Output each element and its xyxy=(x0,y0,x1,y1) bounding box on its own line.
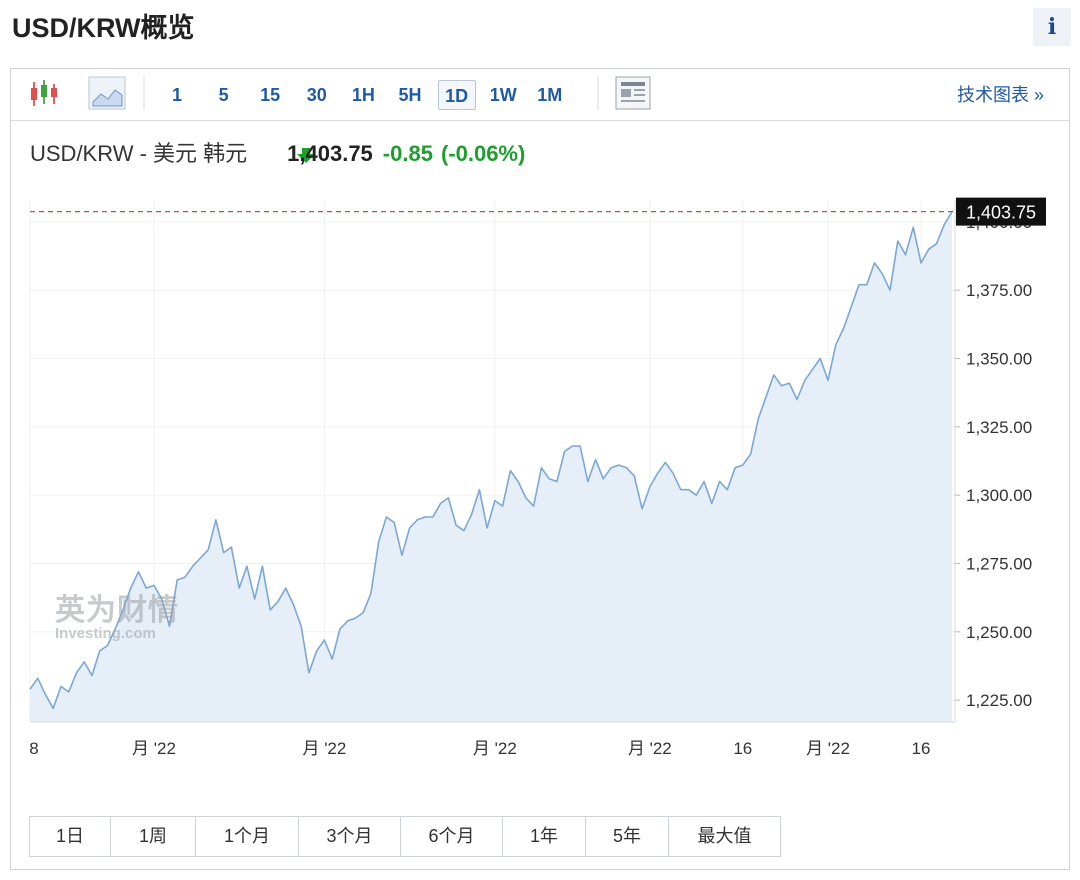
range-button[interactable]: 5年 xyxy=(586,817,669,856)
symbol: USD/KRW - 美元 韩元 xyxy=(30,141,248,166)
range-button[interactable]: 6个月 xyxy=(401,817,503,856)
x-tick-label: 月 '22 xyxy=(302,739,346,758)
y-tick-label: 1,275.00 xyxy=(966,554,1032,573)
watermark: 英为财情 Investing.com xyxy=(55,585,179,642)
down-arrow xyxy=(297,148,315,163)
interval-button[interactable]: 30 xyxy=(306,85,327,105)
x-tick-label: 月 '22 xyxy=(132,739,176,758)
interval-button[interactable]: 1 xyxy=(171,85,182,105)
x-tick-label: 16 xyxy=(912,739,931,758)
x-tick-label: 月 '22 xyxy=(473,739,517,758)
interval-button[interactable]: 1M xyxy=(537,85,563,105)
interval-button[interactable]: 15 xyxy=(260,85,281,105)
x-tick-label: 8 xyxy=(29,739,38,758)
x-tick-label: 16 xyxy=(733,739,752,758)
interval-button[interactable]: 1H xyxy=(351,85,375,105)
x-tick-label: 月 '22 xyxy=(628,739,672,758)
range-button[interactable]: 1周 xyxy=(111,817,196,856)
interval-button[interactable]: 1D xyxy=(437,80,476,110)
technical-chart-text: 技术图表 xyxy=(957,85,1029,105)
range-button[interactable]: 3个月 xyxy=(299,817,401,856)
price-line xyxy=(29,211,953,710)
y-tick-label: 1,325.00 xyxy=(966,418,1032,437)
y-tick-label: 1,225.00 xyxy=(966,691,1032,710)
range-button[interactable]: 1日 xyxy=(30,817,111,856)
quote: USD/KRW - 美元 韩元 1,403.75 -0.85 (-0.06%) xyxy=(30,140,525,168)
y-tick-label: 1,375.00 xyxy=(966,281,1032,300)
change: -0.85 xyxy=(382,141,433,166)
candlestick-icon[interactable] xyxy=(31,80,57,106)
technical-chart-link[interactable]: 技术图表 » xyxy=(957,80,1044,110)
y-tick-label: 1,250.00 xyxy=(966,623,1032,642)
more-arrow: » xyxy=(1034,85,1045,105)
chart-frame xyxy=(10,68,1070,870)
interval-button[interactable]: 5H xyxy=(398,85,422,105)
page-title: USD/KRW概览 xyxy=(12,13,195,43)
area-icon[interactable] xyxy=(88,76,126,110)
watermark-en: Investing.com xyxy=(55,625,156,642)
price: 1,403.75 xyxy=(287,141,373,166)
range-button[interactable]: 最大值 xyxy=(697,826,752,846)
layout-icon[interactable] xyxy=(615,76,651,110)
range-bar: 1日 1周 1个月 3个月 6个月 1年 5年 最大值 xyxy=(29,816,781,857)
toolbar xyxy=(11,69,1069,121)
area-fill xyxy=(30,211,952,722)
interval-button[interactable]: 1W xyxy=(489,85,517,105)
watermark-cn: 英为财情 xyxy=(55,594,179,627)
interval-button[interactable]: 5 xyxy=(218,85,229,105)
range-button[interactable]: 1年 xyxy=(503,817,586,856)
y-tick-label: 1,350.00 xyxy=(966,350,1032,369)
change-percent: (-0.06%) xyxy=(440,141,526,166)
info-button[interactable]: i xyxy=(1033,8,1071,46)
reference-label-box xyxy=(956,197,1046,226)
reference-label: 1,403.75 xyxy=(966,203,1036,223)
x-tick-label: 月 '22 xyxy=(806,739,850,758)
range-button[interactable]: 1个月 xyxy=(196,817,299,856)
y-tick-label: 1,300.00 xyxy=(966,486,1032,505)
